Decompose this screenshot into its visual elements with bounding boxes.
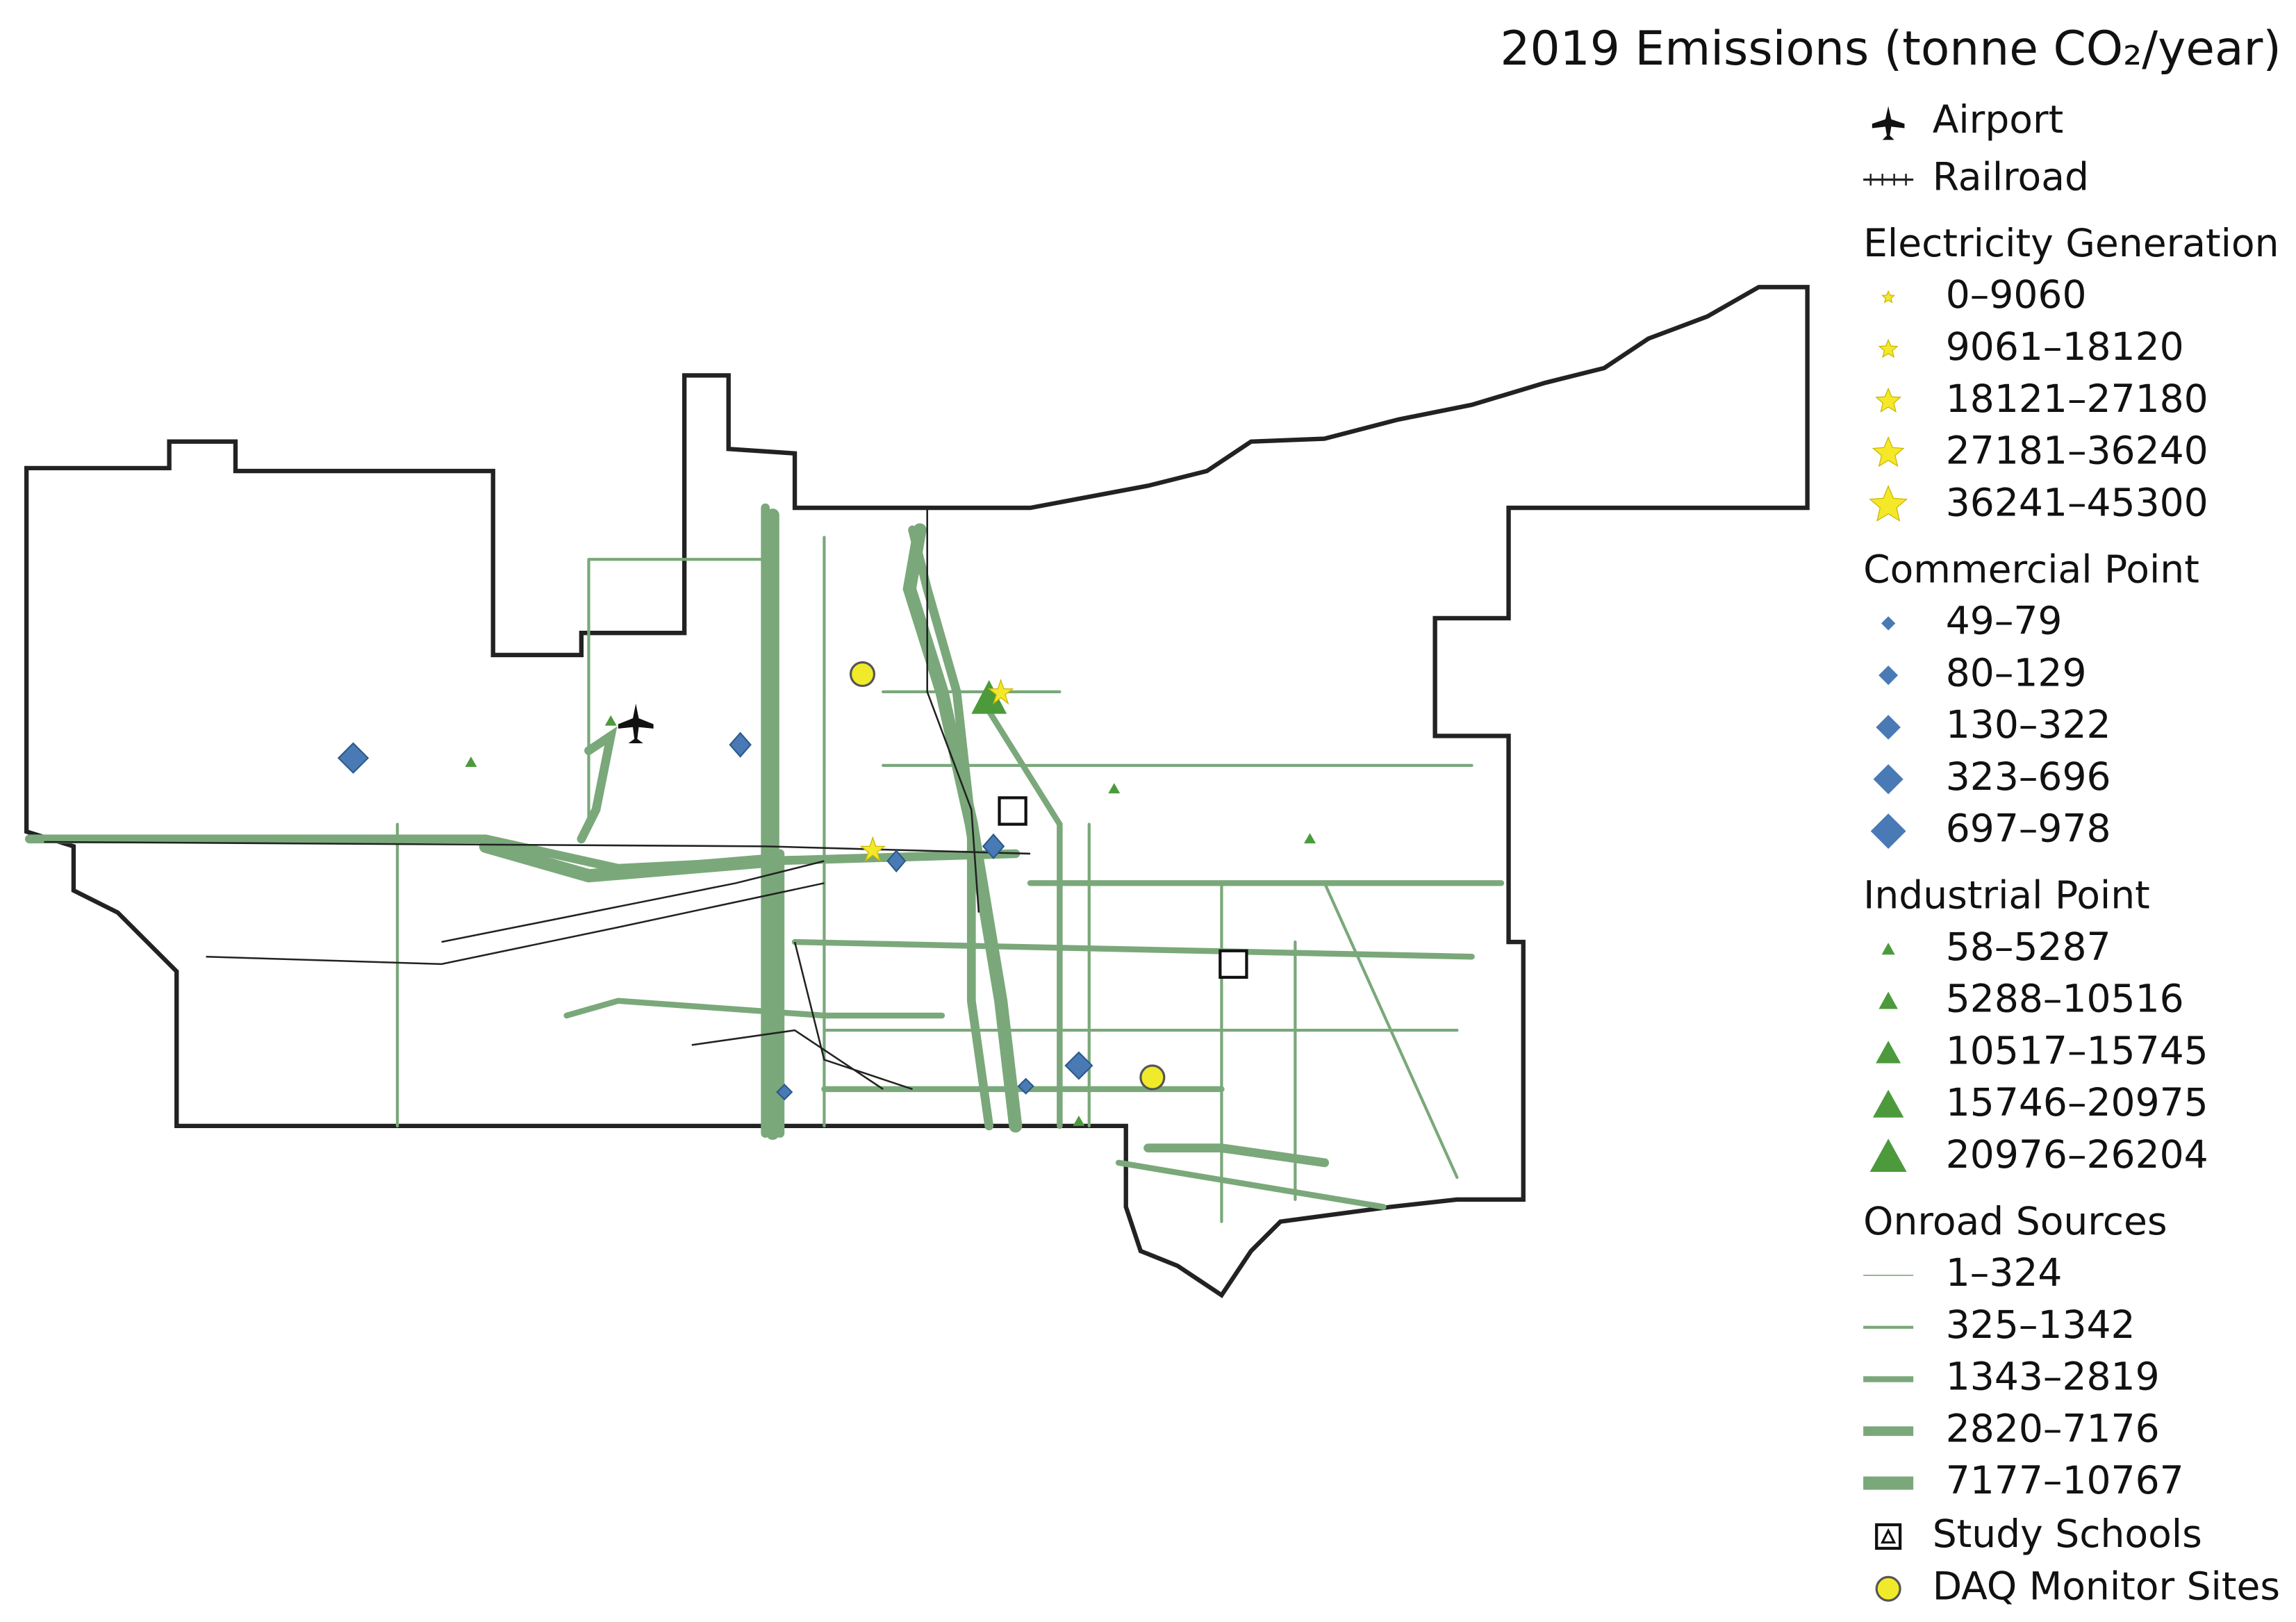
legend-label: 325–1342 xyxy=(1946,1302,2136,1347)
legend-title: 2019 Emissions (tonne CO₂/year) xyxy=(1500,21,2281,76)
legend-label: 0–9060 xyxy=(1946,272,2087,317)
legend: 2019 Emissions (tonne CO₂/year) Airport R… xyxy=(1500,21,2281,1608)
study-schools xyxy=(998,796,1248,979)
legend-label: 49–79 xyxy=(1946,599,2063,643)
legend-label: 2820–7176 xyxy=(1946,1406,2160,1450)
legend-label: DAQ Monitor Sites xyxy=(1933,1564,2280,1608)
legend-label: 10517–15745 xyxy=(1946,1028,2208,1073)
legend-label: 15746–20975 xyxy=(1946,1080,2208,1125)
legend-star xyxy=(1881,290,1896,304)
legend-diamond xyxy=(1876,715,1901,740)
legend-label: 27181–36240 xyxy=(1946,429,2208,473)
legend-star xyxy=(1878,338,1899,358)
legend-label: Railroad xyxy=(1933,155,2089,199)
airport-symbol xyxy=(1872,106,1905,140)
legend-triangle xyxy=(1872,1089,1904,1118)
legend-label: 323–696 xyxy=(1946,754,2111,799)
legend-label: 20976–26204 xyxy=(1946,1132,2208,1177)
legend-star xyxy=(1869,485,1908,522)
roads xyxy=(25,503,1505,1223)
legend-triangle xyxy=(1881,943,1895,955)
legend-diamond xyxy=(1870,813,1906,849)
airport-icon xyxy=(618,703,654,744)
legend-label: Airport xyxy=(1933,97,2064,142)
monitor-sites xyxy=(849,661,1166,1091)
legend-diamond xyxy=(1881,616,1896,631)
map-area xyxy=(24,285,1810,1298)
legend-diamond xyxy=(1878,665,1899,686)
legend-label: 697–978 xyxy=(1946,806,2111,851)
legend-diamond xyxy=(1873,764,1903,795)
legend-star xyxy=(1872,436,1905,467)
legend-label: 130–322 xyxy=(1946,702,2111,747)
railroads xyxy=(44,508,1031,1091)
legend-label: 5288–10516 xyxy=(1946,977,2184,1021)
legend-label: 18121–27180 xyxy=(1946,376,2208,421)
industrial-points xyxy=(465,679,1316,1126)
legend-label: 1–324 xyxy=(1946,1250,2063,1295)
legend-label: 80–129 xyxy=(1946,650,2087,695)
legend-label: 36241–45300 xyxy=(1946,480,2208,524)
legend-triangle xyxy=(1878,991,1898,1009)
legend-group-title: Onroad Sources xyxy=(1863,1199,2167,1243)
school-icon xyxy=(1881,1528,1897,1544)
legend-label: 7177–10767 xyxy=(1946,1458,2184,1503)
legend-label: Study Schools xyxy=(1933,1512,2202,1556)
legend-group-title: Industrial Point xyxy=(1863,873,2150,918)
electricity-points xyxy=(859,678,1014,863)
legend-label: 9061–18120 xyxy=(1946,324,2184,369)
legend-label: 58–5287 xyxy=(1946,925,2111,969)
legend-triangle xyxy=(1869,1139,1907,1172)
school-symbol xyxy=(1875,1523,1902,1550)
legend-label: 1343–2819 xyxy=(1946,1355,2160,1399)
legend-star xyxy=(1875,387,1902,413)
boundary xyxy=(24,285,1810,1298)
legend-triangle xyxy=(1876,1041,1901,1064)
commercial-points xyxy=(337,731,1093,1101)
legend-group-title: Commercial Point xyxy=(1863,547,2199,591)
legend-group-title: Electricity Generation xyxy=(1863,221,2279,265)
monitor-symbol xyxy=(1875,1575,1901,1602)
